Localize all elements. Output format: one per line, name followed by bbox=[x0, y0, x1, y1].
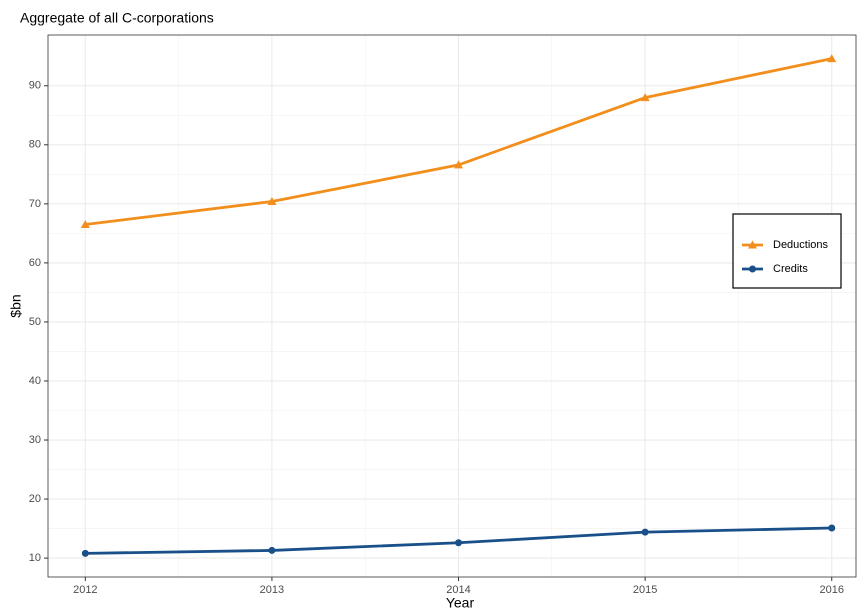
y-tick-label: 50 bbox=[29, 316, 41, 328]
data-point bbox=[827, 54, 837, 63]
data-point bbox=[641, 528, 649, 536]
y-tick-label: 10 bbox=[29, 552, 41, 564]
y-tick-label: 80 bbox=[29, 139, 41, 151]
x-tick-label: 2013 bbox=[260, 584, 284, 596]
y-tick-label: 40 bbox=[29, 375, 41, 387]
data-point bbox=[81, 549, 89, 557]
legend-marker bbox=[748, 240, 757, 249]
data-point bbox=[640, 93, 650, 102]
x-axis-title: Year bbox=[446, 595, 475, 611]
legend-box bbox=[732, 213, 842, 289]
x-tick-label: 2014 bbox=[446, 584, 470, 596]
y-tick-label: 30 bbox=[29, 434, 41, 446]
chart-title: Aggregate of all C-corporations bbox=[20, 10, 214, 26]
x-tick-label: 2016 bbox=[819, 584, 843, 596]
data-point bbox=[268, 546, 276, 554]
y-tick-label: 60 bbox=[29, 257, 41, 269]
legend-label: Credits bbox=[773, 263, 808, 275]
y-tick-label: 90 bbox=[29, 80, 41, 92]
data-point bbox=[455, 539, 463, 547]
data-point bbox=[267, 196, 277, 205]
x-tick-label: 2012 bbox=[73, 584, 97, 596]
y-axis-title: $bn bbox=[8, 294, 24, 317]
data-point bbox=[454, 160, 464, 169]
y-tick-label: 70 bbox=[29, 198, 41, 210]
data-point bbox=[828, 524, 836, 532]
x-tick-label: 2015 bbox=[633, 584, 657, 596]
y-tick-label: 20 bbox=[29, 493, 41, 505]
legend-label: Deductions bbox=[773, 239, 829, 251]
data-point bbox=[80, 220, 90, 229]
panel-border bbox=[47, 34, 857, 578]
legend-marker bbox=[749, 265, 756, 273]
